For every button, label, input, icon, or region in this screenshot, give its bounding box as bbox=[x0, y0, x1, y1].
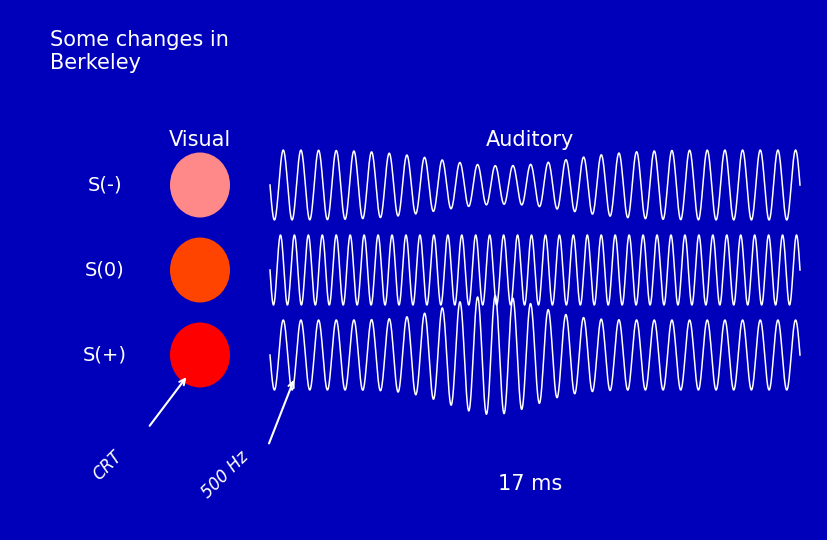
Text: S(-): S(-) bbox=[88, 176, 122, 194]
Ellipse shape bbox=[170, 152, 230, 218]
Text: 500 Hz: 500 Hz bbox=[198, 448, 251, 502]
Text: CRT: CRT bbox=[90, 448, 126, 484]
Ellipse shape bbox=[170, 322, 230, 388]
Text: Visual: Visual bbox=[169, 130, 231, 150]
Text: S(0): S(0) bbox=[85, 260, 125, 280]
Ellipse shape bbox=[170, 238, 230, 302]
Text: 17 ms: 17 ms bbox=[497, 474, 562, 494]
Text: S(+): S(+) bbox=[83, 346, 127, 365]
Text: Auditory: Auditory bbox=[485, 130, 573, 150]
Text: Some changes in
Berkeley: Some changes in Berkeley bbox=[50, 30, 228, 73]
